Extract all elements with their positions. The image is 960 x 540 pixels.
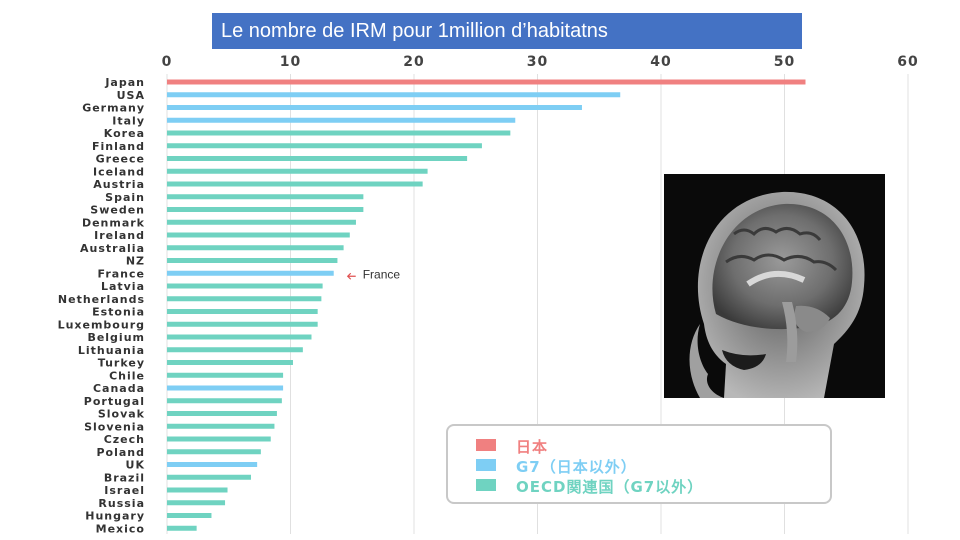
- category-label-latvia: Latvia: [101, 280, 145, 293]
- category-label-ireland: Ireland: [94, 229, 145, 242]
- category-label-denmark: Denmark: [82, 216, 145, 229]
- bar-greece: [167, 156, 468, 161]
- category-label-japan: Japan: [104, 76, 145, 89]
- title-bar: Le nombre de IRM pour 1million d’habitat…: [212, 13, 802, 49]
- x-tick-label-10: 10: [280, 54, 301, 70]
- x-tick-label-50: 50: [774, 54, 795, 70]
- legend: 日本 G7（日本以外） OECD関連国（G7以外）: [446, 424, 832, 504]
- bar-sweden: [167, 207, 364, 212]
- bar-uk: [167, 462, 258, 467]
- category-label-germany: Germany: [82, 102, 145, 115]
- category-label-poland: Poland: [96, 446, 145, 459]
- category-label-mexico: Mexico: [96, 522, 145, 535]
- category-label-brazil: Brazil: [104, 471, 145, 484]
- bar-korea: [167, 130, 511, 136]
- bar-chile: [167, 372, 284, 378]
- annotation-label-france: France: [363, 267, 401, 281]
- legend-swatch-g7: [476, 459, 496, 471]
- bar-australia: [167, 245, 344, 251]
- category-label-iceland: Iceland: [93, 165, 145, 178]
- bar-lithuania: [167, 347, 303, 353]
- category-label-spain: Spain: [105, 191, 145, 204]
- bar-france: [167, 270, 334, 276]
- bar-spain: [167, 194, 364, 200]
- bar-usa: [167, 92, 621, 98]
- bar-brazil: [167, 474, 251, 480]
- category-label-korea: Korea: [104, 127, 145, 140]
- bar-germany: [167, 105, 582, 110]
- category-label-lithuania: Lithuania: [78, 344, 145, 357]
- bar-latvia: [167, 283, 323, 289]
- x-tick-label-40: 40: [650, 54, 671, 70]
- category-label-slovenia: Slovenia: [84, 420, 145, 433]
- category-label-czech: Czech: [104, 433, 145, 446]
- bar-israel: [167, 487, 228, 493]
- mri-brain-image: [664, 174, 885, 398]
- x-tick-label-30: 30: [527, 54, 548, 70]
- bar-slovenia: [167, 423, 275, 429]
- category-label-belgium: Belgium: [87, 331, 145, 344]
- bar-luxembourg: [167, 321, 318, 327]
- category-label-slovak: Slovak: [98, 408, 145, 421]
- bar-netherlands: [167, 296, 322, 302]
- category-label-israel: Israel: [104, 484, 145, 497]
- category-label-chile: Chile: [109, 369, 145, 382]
- bar-japan: [167, 79, 806, 85]
- category-label-austria: Austria: [93, 178, 145, 191]
- category-label-greece: Greece: [96, 153, 145, 166]
- category-label-russia: Russia: [98, 497, 145, 510]
- bar-portugal: [167, 398, 282, 404]
- bar-canada: [167, 385, 284, 391]
- category-label-nz: NZ: [126, 255, 145, 268]
- bar-austria: [167, 181, 423, 187]
- annotation-arrow-icon: [346, 272, 356, 280]
- category-label-uk: UK: [126, 459, 145, 472]
- legend-swatch-oecd: [476, 479, 496, 491]
- bar-nz: [167, 258, 338, 263]
- bar-czech: [167, 436, 271, 442]
- bar-mexico: [167, 525, 197, 531]
- bar-estonia: [167, 309, 318, 314]
- legend-swatch-japan: [476, 439, 496, 451]
- category-label-italy: Italy: [112, 114, 145, 127]
- slide-title: Le nombre de IRM pour 1million d’habitat…: [221, 20, 608, 42]
- x-tick-label-0: 0: [162, 54, 173, 70]
- category-label-hungary: Hungary: [85, 510, 145, 523]
- category-label-canada: Canada: [93, 382, 145, 395]
- category-label-usa: USA: [117, 89, 145, 102]
- category-label-turkey: Turkey: [98, 357, 145, 370]
- mri-brain-scan-icon: [664, 174, 885, 398]
- legend-label-oecd: OECD関連国（G7以外）: [516, 478, 704, 496]
- bar-turkey: [167, 360, 293, 365]
- category-label-finland: Finland: [92, 140, 145, 153]
- bar-iceland: [167, 168, 428, 174]
- bar-italy: [167, 117, 516, 123]
- bar-denmark: [167, 219, 356, 225]
- category-label-portugal: Portugal: [84, 395, 145, 408]
- category-label-france: France: [98, 267, 145, 280]
- category-label-australia: Australia: [80, 242, 145, 255]
- category-label-sweden: Sweden: [90, 204, 145, 217]
- bar-hungary: [167, 513, 212, 518]
- x-tick-label-60: 60: [897, 54, 918, 70]
- x-tick-label-20: 20: [403, 54, 424, 70]
- bar-russia: [167, 500, 226, 506]
- category-label-estonia: Estonia: [92, 306, 145, 319]
- bar-finland: [167, 143, 482, 149]
- legend-label-g7: G7（日本以外）: [516, 458, 637, 476]
- bar-belgium: [167, 334, 312, 340]
- legend-label-japan: 日本: [516, 438, 549, 456]
- category-label-netherlands: Netherlands: [58, 293, 145, 306]
- category-label-luxembourg: Luxembourg: [58, 318, 145, 331]
- bar-ireland: [167, 232, 350, 238]
- bar-poland: [167, 449, 261, 455]
- bar-slovak: [167, 411, 277, 416]
